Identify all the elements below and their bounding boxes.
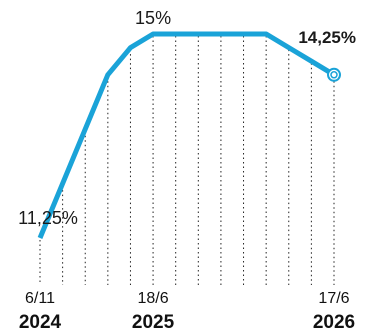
x-tick-date: 6/11	[25, 290, 55, 307]
x-tick-date: 17/6	[318, 290, 349, 307]
x-tick-year: 2026	[313, 312, 355, 333]
x-tick-year: 2025	[132, 312, 175, 333]
series-line	[37, 31, 336, 239]
grid-lines	[39, 36, 335, 285]
annotation-label: 14,25%	[298, 28, 356, 47]
x-axis-ticks: 6/11 2024 18/6 2025 17/6 2026	[19, 290, 355, 333]
end-marker-inner	[330, 71, 338, 79]
x-tick-date: 18/6	[138, 290, 169, 307]
annotation-label: 11,25%	[18, 208, 78, 228]
x-tick-year: 2024	[19, 312, 62, 333]
annotations: 11,25% 15% 14,25%	[18, 8, 356, 228]
series-line-group	[37, 31, 336, 239]
end-marker-group	[327, 67, 341, 82]
annotation-label: 15%	[135, 8, 171, 28]
